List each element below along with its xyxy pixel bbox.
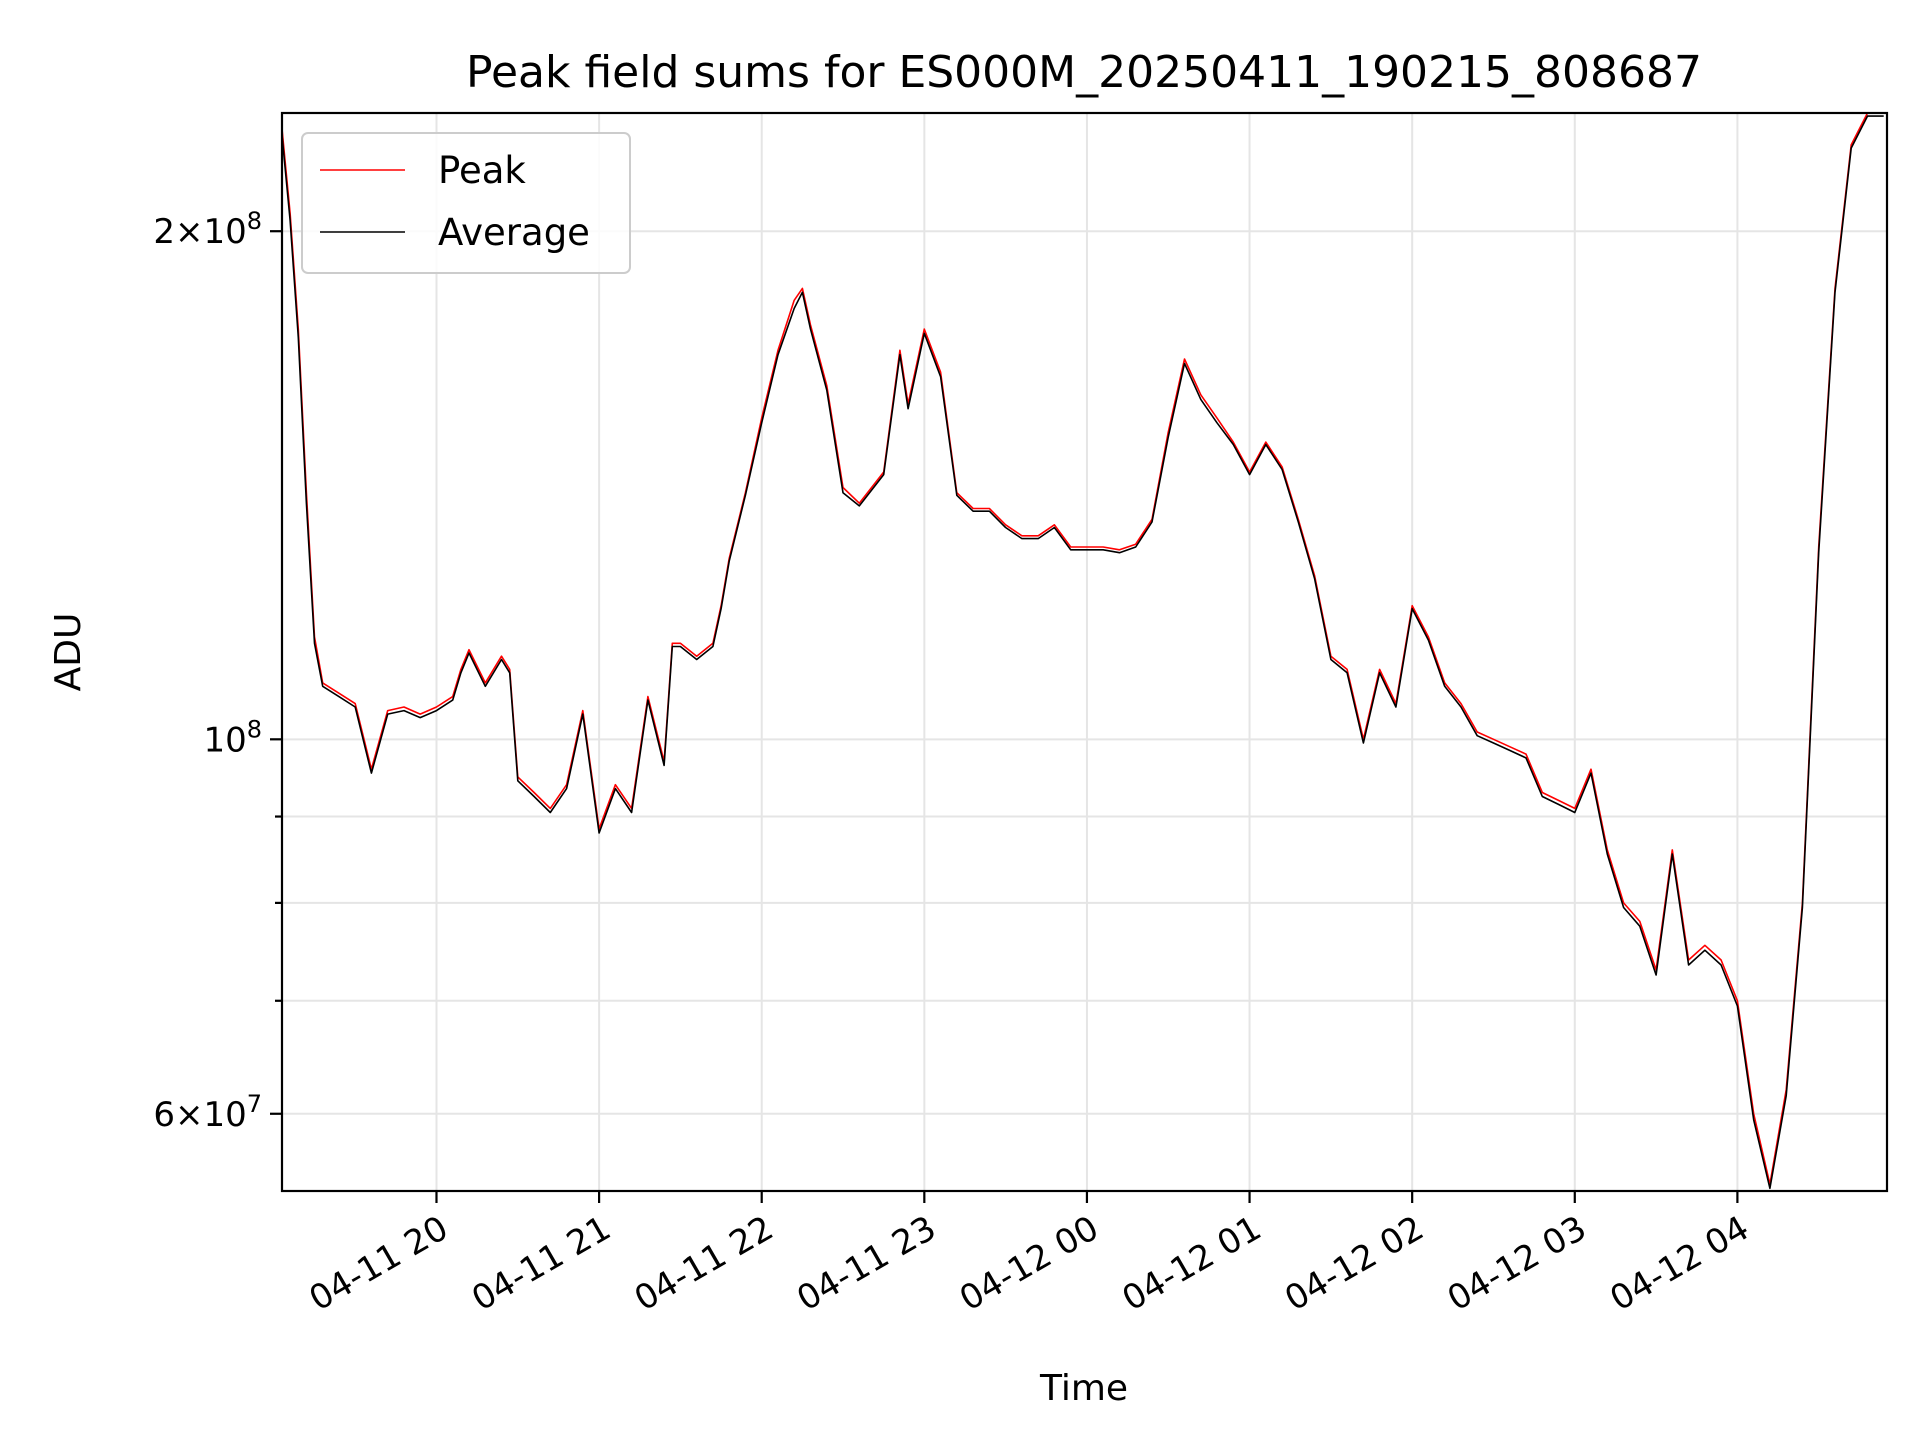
y-axis-ticks: 6×107 108 2×108 xyxy=(153,207,282,1135)
x-tick-label: 04-11 21 xyxy=(465,1208,617,1319)
legend-label-peak: Peak xyxy=(438,149,526,192)
x-axis-label: Time xyxy=(1039,1368,1128,1409)
x-tick-label: 04-12 00 xyxy=(953,1208,1105,1319)
x-tick-label: 04-12 04 xyxy=(1604,1208,1756,1319)
legend: Peak Average xyxy=(301,132,631,274)
plot-frame xyxy=(280,111,1889,1193)
y-axis-label: ADU xyxy=(48,613,89,692)
series-line-average xyxy=(282,115,1884,1190)
x-tick-label: 04-12 03 xyxy=(1441,1208,1593,1319)
x-tick-label: 04-11 23 xyxy=(790,1208,942,1319)
chart-title: Peak field sums for ES000M_20250411_1902… xyxy=(466,47,1702,98)
axes xyxy=(280,111,1889,1193)
x-tick-label: 04-11 22 xyxy=(628,1208,780,1319)
grid xyxy=(282,113,1887,1191)
x-axis-ticks: 04-11 20 04-11 21 04-11 22 04-11 23 04-12 00… xyxy=(303,1191,1756,1319)
series-lines xyxy=(282,113,1884,1190)
legend-label-average: Average xyxy=(438,211,590,254)
legend-box xyxy=(301,132,631,274)
x-tick-label: 04-12 01 xyxy=(1116,1208,1268,1319)
y-tick-label: 108 xyxy=(203,715,262,760)
y-tick-label: 2×108 xyxy=(153,207,262,252)
x-tick-label: 04-11 20 xyxy=(303,1208,455,1319)
x-tick-label: 04-12 02 xyxy=(1278,1208,1430,1319)
y-tick-label: 6×107 xyxy=(153,1090,262,1135)
